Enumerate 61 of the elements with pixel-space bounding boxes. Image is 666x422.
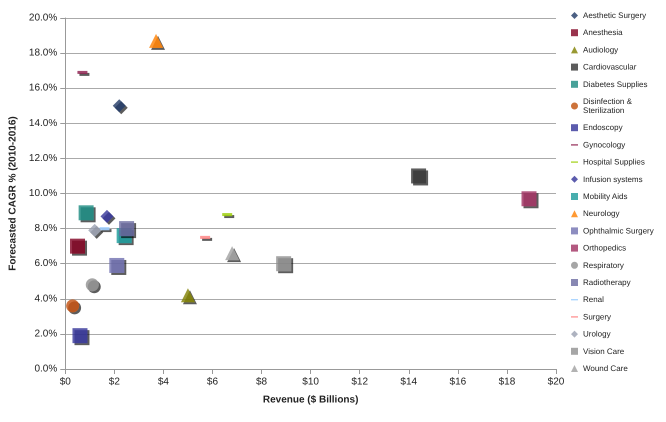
point [109,258,124,273]
x-tick-label: $6 [206,376,218,388]
point [66,299,80,312]
y-tick-label: 0.0% [34,364,58,374]
point [88,224,102,237]
y-tick-label: 14.0% [28,118,58,129]
y-tick-label: 2.0% [34,328,58,340]
legend-label: Wound Care [583,364,628,373]
x-tick-label: $12 [351,376,368,388]
legend-label: Ophthalmic Surgery [583,226,654,236]
x-axis-title: Revenue ($ Billions) [262,394,358,406]
x-tick-label: $2 [108,376,120,388]
x-tick-label: $0 [60,376,72,388]
point [225,246,240,260]
point [72,328,88,344]
point [522,191,537,206]
legend-label: Endoscopy [583,123,623,132]
legend-label: Vision Care [583,346,625,356]
y-axis-title: Forecasted CAGR % (2010-2016) [8,116,18,271]
legend-label: Surgery [583,312,612,322]
legend-label: Respiratory [583,260,624,270]
legend-label: Mobility Aids [583,192,628,201]
point [411,168,426,184]
legend-label: Audiology [583,45,618,54]
legend-label: Renal [583,295,604,304]
point [86,278,99,292]
legend-label: Infusion systems [583,174,643,184]
x-tick-label: $10 [302,376,320,388]
legend-label: Cardiovascular [583,62,637,72]
y-tick-label: 6.0% [34,258,58,270]
x-tick-label: $14 [400,376,418,388]
legend-label: Disinfection & Sterilization [583,97,634,115]
legend-label: Aesthetic Surgery [583,11,646,20]
legend-label: Diabetes Supplies [583,80,648,89]
x-tick-label: $18 [498,376,516,388]
y-tick-label: 16.0% [28,82,58,94]
point [100,210,114,223]
point [180,288,195,302]
x-tick-label: $16 [450,376,467,388]
point [78,205,94,220]
y-tick-label: 18.0% [28,48,58,59]
y-tick-label: 20.0% [28,12,58,24]
legend-label: Orthopedics [583,244,626,253]
point [70,238,86,254]
point [276,256,292,272]
x-tick-label: $8 [256,376,268,388]
y-tick-label: 4.0% [34,293,58,304]
point [149,34,164,48]
legend-label: Gynocology [583,140,626,150]
x-tick-label: $4 [158,376,170,388]
y-tick-label: 12.0% [28,152,58,164]
legend-label: Anesthesia [583,28,624,38]
y-tick-label: 8.0% [34,223,58,234]
x-tick-label: $20 [548,376,565,388]
legend-label: Urology [583,330,611,339]
point [112,99,126,112]
legend-label: Hospital Supplies [583,158,645,167]
legend-label: Radiotherapy [583,278,631,287]
point [119,221,134,236]
y-tick-label: 10.0% [28,188,58,199]
legend-label: Neurology [583,209,620,218]
